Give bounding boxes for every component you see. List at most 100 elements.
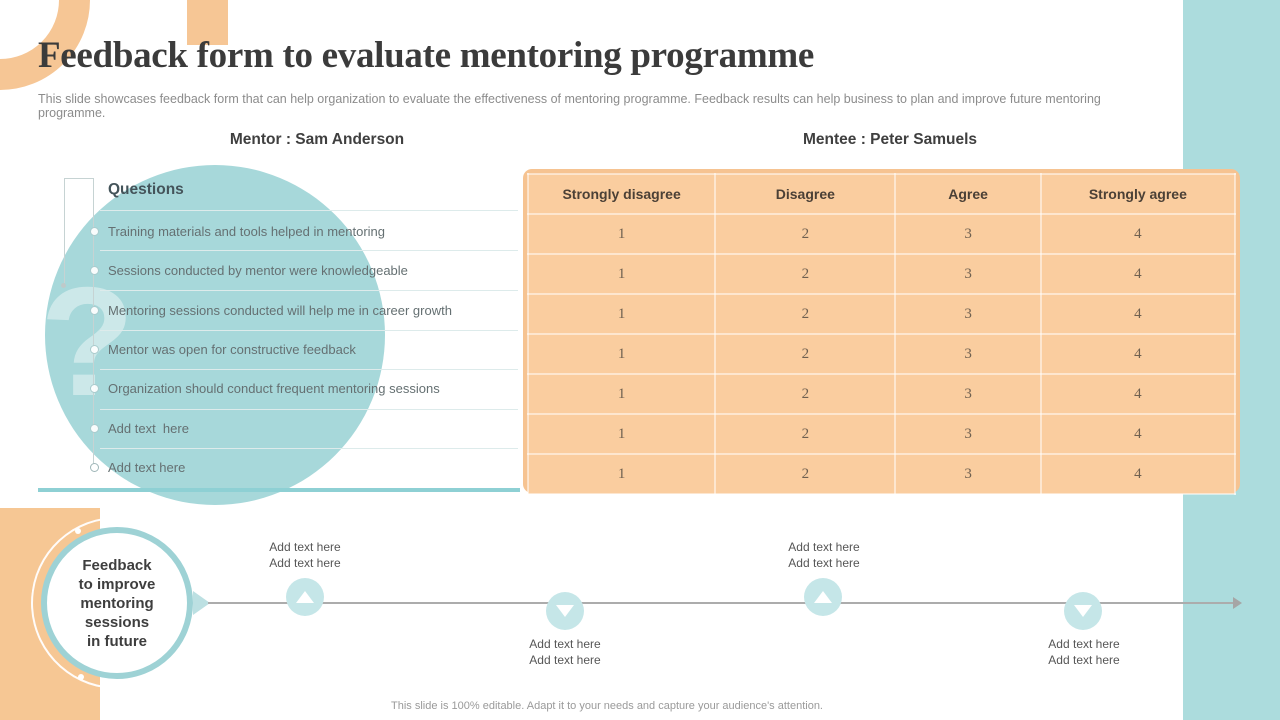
rating-cell[interactable]: 4 bbox=[1039, 373, 1237, 415]
rating-cell[interactable]: 3 bbox=[894, 373, 1042, 415]
questions-accent-line bbox=[38, 488, 520, 492]
arc-dot bbox=[78, 674, 84, 680]
bullet-icon bbox=[90, 266, 99, 275]
rating-cell[interactable]: 3 bbox=[894, 253, 1042, 295]
row-divider bbox=[100, 250, 518, 251]
rating-cell[interactable]: 3 bbox=[894, 333, 1042, 375]
bracket-dot bbox=[61, 283, 66, 288]
row-divider bbox=[100, 448, 518, 449]
question-placeholder[interactable]: Add text here bbox=[108, 460, 186, 475]
add-text-placeholder[interactable]: Add text here bbox=[1048, 652, 1120, 667]
feedback-circle-text: in future bbox=[87, 632, 147, 650]
rating-cell[interactable]: 3 bbox=[894, 453, 1042, 495]
rating-cell[interactable]: 4 bbox=[1039, 213, 1237, 255]
rating-cell[interactable]: 3 bbox=[894, 293, 1042, 335]
bracket-line bbox=[64, 178, 65, 283]
rating-cell[interactable]: 1 bbox=[526, 213, 717, 255]
add-text-placeholder[interactable]: Add text here bbox=[529, 637, 601, 651]
feedback-circle: Feedback to improve mentoring sessions i… bbox=[41, 527, 193, 679]
timeline-label[interactable]: Add text here Add text here bbox=[754, 540, 894, 571]
rating-cell[interactable]: 2 bbox=[714, 453, 897, 495]
rating-cell[interactable]: 1 bbox=[526, 293, 717, 335]
mentee-heading: Mentee : Peter Samuels bbox=[802, 131, 977, 148]
down-arrow-icon bbox=[1074, 605, 1092, 617]
timeline-label[interactable]: Add text here Add text here bbox=[1014, 637, 1154, 668]
question-row: Organization should conduct frequent men… bbox=[90, 369, 520, 408]
rating-table: Strongly disagree Disagree Agree Strongl… bbox=[523, 169, 1240, 495]
table-row: 1 2 3 4 bbox=[526, 293, 1237, 335]
top-peach-bar bbox=[187, 0, 228, 45]
question-text: Mentoring sessions conducted will help m… bbox=[108, 303, 452, 318]
add-text-placeholder[interactable]: Add text here bbox=[269, 555, 341, 570]
add-text-placeholder[interactable]: Add text here bbox=[269, 540, 341, 554]
rating-cell[interactable]: 3 bbox=[894, 413, 1042, 455]
question-row[interactable]: Add text here bbox=[90, 448, 520, 487]
column-header: Disagree bbox=[714, 173, 897, 215]
question-placeholder[interactable]: Add text here bbox=[108, 421, 189, 436]
up-arrow-icon bbox=[814, 591, 832, 603]
question-row[interactable]: Add text here bbox=[90, 409, 520, 448]
add-text-placeholder[interactable]: Add text here bbox=[788, 540, 860, 554]
rating-cell[interactable]: 2 bbox=[714, 333, 897, 375]
feedback-circle-text: to improve bbox=[78, 575, 156, 593]
up-arrow-marker bbox=[804, 578, 842, 616]
question-row: Sessions conducted by mentor were knowle… bbox=[90, 251, 520, 290]
down-arrow-icon bbox=[556, 605, 574, 617]
rating-cell[interactable]: 2 bbox=[714, 373, 897, 415]
rating-cell[interactable]: 1 bbox=[526, 373, 717, 415]
bullet-icon bbox=[90, 227, 99, 236]
question-row: Mentor was open for constructive feedbac… bbox=[90, 330, 520, 369]
questions-header: Questions bbox=[108, 181, 184, 198]
table-header-row: Strongly disagree Disagree Agree Strongl… bbox=[526, 173, 1237, 215]
feedback-circle-text: mentoring bbox=[80, 594, 154, 612]
timeline-label[interactable]: Add text here Add text here bbox=[235, 540, 375, 571]
slide-footer-note: This slide is 100% editable. Adapt it to… bbox=[391, 700, 823, 712]
rating-cell[interactable]: 1 bbox=[526, 253, 717, 295]
bullet-icon bbox=[90, 424, 99, 433]
question-text: Sessions conducted by mentor were knowle… bbox=[108, 263, 408, 278]
column-header: Strongly agree bbox=[1039, 173, 1237, 215]
rating-cell[interactable]: 2 bbox=[714, 213, 897, 255]
rating-cell[interactable]: 4 bbox=[1039, 293, 1237, 335]
question-text: Mentor was open for constructive feedbac… bbox=[108, 342, 356, 357]
timeline-label[interactable]: Add text here Add text here bbox=[495, 637, 635, 668]
rating-cell[interactable]: 1 bbox=[526, 413, 717, 455]
column-header: Strongly disagree bbox=[526, 173, 717, 215]
timeline-end-arrow-icon bbox=[1233, 597, 1242, 609]
feedback-circle-text: Feedback bbox=[82, 556, 152, 574]
rating-cell[interactable]: 4 bbox=[1039, 413, 1237, 455]
table-row: 1 2 3 4 bbox=[526, 413, 1237, 455]
question-text: Organization should conduct frequent men… bbox=[108, 381, 440, 396]
add-text-placeholder[interactable]: Add text here bbox=[788, 555, 860, 570]
mentor-heading: Mentor : Sam Anderson bbox=[229, 131, 405, 148]
rating-cell[interactable]: 4 bbox=[1039, 253, 1237, 295]
bracket-line bbox=[64, 178, 93, 179]
rating-cell[interactable]: 1 bbox=[526, 453, 717, 495]
page-title: Feedback form to evaluate mentoring prog… bbox=[38, 35, 815, 76]
rating-cell[interactable]: 3 bbox=[894, 213, 1042, 255]
bullet-icon bbox=[90, 345, 99, 354]
rating-cell[interactable]: 2 bbox=[714, 413, 897, 455]
add-text-placeholder[interactable]: Add text here bbox=[1048, 637, 1120, 651]
slide-subtitle: This slide showcases feedback form that … bbox=[38, 92, 1101, 120]
column-header: Agree bbox=[894, 173, 1042, 215]
bullet-icon bbox=[90, 306, 99, 315]
question-text: Training materials and tools helped in m… bbox=[108, 224, 386, 239]
add-text-placeholder[interactable]: Add text here bbox=[529, 652, 601, 667]
rating-cell[interactable]: 2 bbox=[714, 293, 897, 335]
table-row: 1 2 3 4 bbox=[526, 333, 1237, 375]
rating-cell[interactable]: 2 bbox=[714, 253, 897, 295]
row-divider bbox=[100, 369, 518, 370]
up-arrow-marker bbox=[286, 578, 324, 616]
bullet-icon bbox=[90, 384, 99, 393]
feedback-circle-text: sessions bbox=[84, 613, 150, 631]
pointer-triangle-icon bbox=[193, 591, 210, 615]
question-row: Mentoring sessions conducted will help m… bbox=[90, 291, 520, 330]
rating-cell[interactable]: 1 bbox=[526, 333, 717, 375]
down-arrow-marker bbox=[546, 592, 584, 630]
rating-cell[interactable]: 4 bbox=[1039, 453, 1237, 495]
rating-cell[interactable]: 4 bbox=[1039, 333, 1237, 375]
row-divider bbox=[100, 330, 518, 331]
down-arrow-marker bbox=[1064, 592, 1102, 630]
